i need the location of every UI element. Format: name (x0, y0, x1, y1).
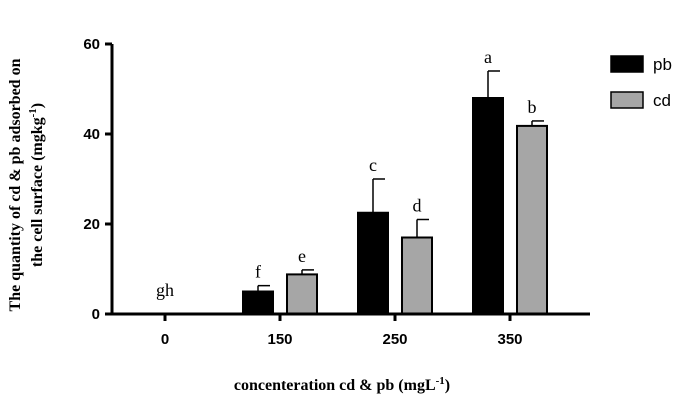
significance-letter: b (528, 97, 537, 117)
bars-layer (242, 97, 548, 316)
significance-letters-layer: gh f c a e d b (156, 47, 537, 300)
bar-pb-350 (472, 97, 504, 315)
x-tick-label: 250 (382, 331, 407, 348)
y-tick-label: 0 (92, 306, 100, 323)
bar-pb-150 (242, 290, 274, 315)
y-axis-title-line-1: The quantity of cd & pb adsorbed on (7, 58, 24, 311)
bar-cd-350 (516, 124, 548, 316)
x-tick-label: 350 (497, 331, 522, 348)
x-axis-title: concenteration cd & pb (mgL-1) (234, 375, 450, 394)
significance-letter: a (484, 47, 492, 67)
significance-letter: c (369, 155, 377, 175)
axes-layer: 0 20 40 60 0 150 250 350 (83, 36, 590, 348)
significance-letter: gh (156, 280, 174, 300)
legend-label-cd: cd (653, 91, 671, 110)
y-tick-label: 20 (83, 216, 100, 233)
legend-swatch-cd (610, 91, 644, 109)
significance-letter: f (255, 262, 261, 282)
y-tick-label: 40 (83, 126, 100, 143)
legend-swatch-pb (610, 55, 644, 73)
bar-cd-250 (401, 236, 433, 315)
significance-letter: d (413, 196, 422, 216)
x-tick-label: 150 (267, 331, 292, 348)
error-bars-layer (257, 70, 544, 292)
legend: pb cd (610, 55, 672, 110)
y-axis-title-line-2: the cell surface (mgkg-1) (27, 103, 46, 267)
y-tick-label: 60 (83, 36, 100, 53)
bar-pb-250 (357, 211, 389, 315)
x-tick-label: 0 (161, 331, 169, 348)
bar-cd-150 (286, 273, 318, 315)
legend-label-pb: pb (653, 55, 672, 74)
significance-letter: e (298, 246, 306, 266)
